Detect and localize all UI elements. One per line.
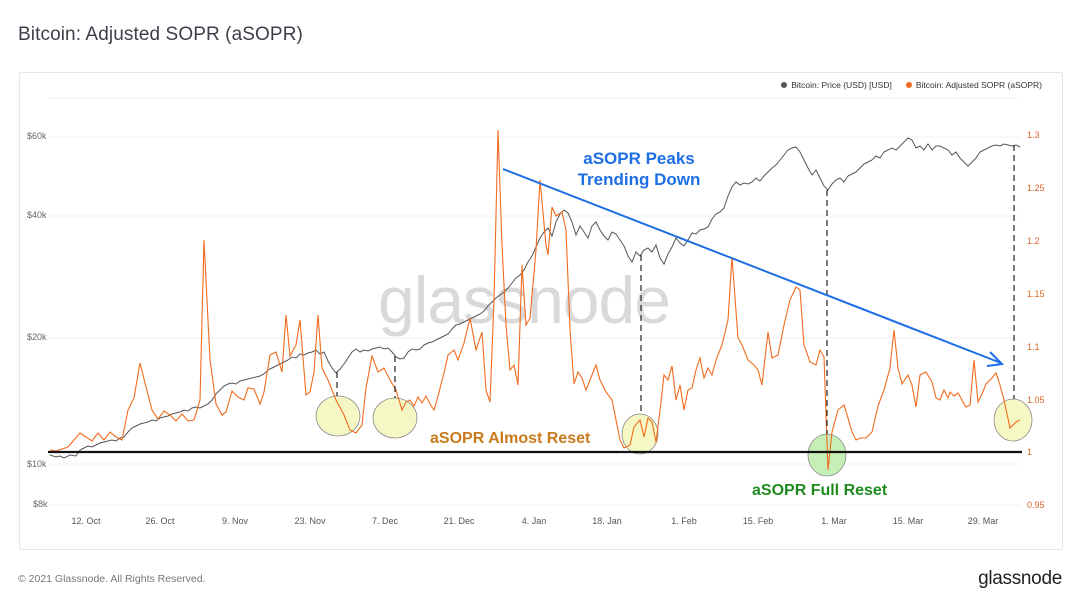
y-right-tick: 1.05 xyxy=(1027,395,1045,405)
trend-arrow-icon xyxy=(502,168,1005,367)
x-tick: 21. Dec xyxy=(443,516,475,526)
y-right-tick: 0.95 xyxy=(1027,500,1045,510)
y-right-tick: 1 xyxy=(1027,447,1033,457)
dashed-connectors xyxy=(336,145,1015,434)
legend-item-asopr[interactable]: Bitcoin: Adjusted SOPR (aSOPR) xyxy=(905,80,1042,90)
x-tick: 9. Nov xyxy=(221,516,249,526)
x-tick: 12. Oct xyxy=(71,516,101,526)
legend-dot-price-icon xyxy=(781,82,788,88)
x-tick: 26. Oct xyxy=(145,516,175,526)
legend-label-price: Bitcoin: Price (USD) [USD] xyxy=(791,80,892,90)
legend-item-price[interactable]: Bitcoin: Price (USD) [USD] xyxy=(781,80,892,90)
y-right-tick: 1.1 xyxy=(1027,342,1040,352)
x-tick: 1. Mar xyxy=(821,516,847,526)
y-right-tick: 1.15 xyxy=(1027,289,1045,299)
almost-reset-circle-icon xyxy=(372,397,418,439)
x-tick: 1. Feb xyxy=(671,516,697,526)
y-left-tick: $60k xyxy=(27,131,47,141)
full-reset-annotation: aSOPR Full Reset xyxy=(752,482,888,499)
y-left-tick: $40k xyxy=(27,210,47,220)
x-tick: 23. Nov xyxy=(294,516,326,526)
reset-circles xyxy=(315,395,1033,477)
y-left-tick: $20k xyxy=(27,332,47,342)
almost-reset-circle-icon xyxy=(621,413,659,455)
x-tick: 15. Mar xyxy=(892,516,924,526)
glassnode-logo[interactable]: glassnode xyxy=(978,568,1062,589)
y-left-tick: $10k xyxy=(27,459,47,469)
almost-reset-annotation: aSOPR Almost Reset xyxy=(430,430,591,447)
y-left-tick: $8k xyxy=(33,499,48,509)
peaks-annotation-line1: aSOPR Peaks xyxy=(583,149,695,168)
gridlines xyxy=(48,97,1020,506)
y-right-tick: 1.3 xyxy=(1027,130,1040,140)
x-tick: 4. Jan xyxy=(521,516,547,526)
x-tick: 15. Feb xyxy=(742,516,774,526)
legend-label-asopr: Bitcoin: Adjusted SOPR (aSOPR) xyxy=(915,80,1042,90)
asopr-line xyxy=(49,129,1021,471)
peaks-trending-annotation: aSOPR Peaks Trending Down xyxy=(564,148,714,190)
almost-reset-circle-icon xyxy=(993,398,1033,442)
peaks-annotation-line2: Trending Down xyxy=(577,170,701,189)
chart-legend: Bitcoin: Price (USD) [USD] Bitcoin: Adju… xyxy=(781,80,1042,90)
chart-panel xyxy=(19,72,1063,550)
price-line xyxy=(49,137,1021,459)
x-tick: 18. Jan xyxy=(592,516,622,526)
legend-dot-asopr-icon xyxy=(905,82,912,88)
page-title: Bitcoin: Adjusted SOPR (aSOPR) xyxy=(18,24,303,45)
almost-reset-circle-icon xyxy=(315,395,361,437)
y-right-tick: 1.2 xyxy=(1027,236,1040,246)
y-right-tick: 1.25 xyxy=(1027,183,1045,193)
x-tick: 29. Mar xyxy=(967,516,999,526)
footer-copyright: © 2021 Glassnode. All Rights Reserved. xyxy=(18,573,206,585)
x-tick: 7. Dec xyxy=(371,516,399,526)
